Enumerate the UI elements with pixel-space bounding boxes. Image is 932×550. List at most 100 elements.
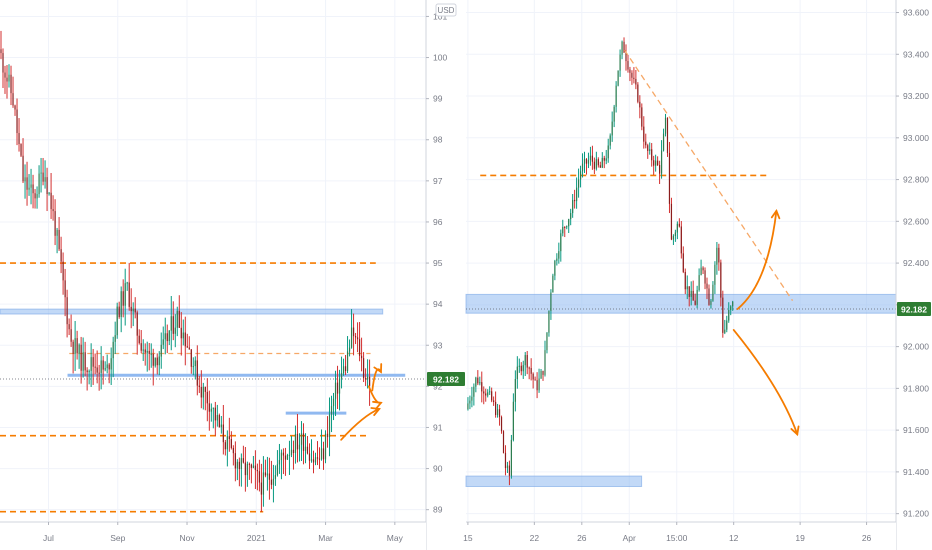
left-projection-arrowhead-0	[373, 363, 383, 374]
left-candle-body	[154, 357, 156, 366]
right-candle-body	[528, 367, 530, 369]
right-candle-body	[475, 377, 477, 387]
left-candle-body	[238, 461, 240, 470]
left-candle-body	[106, 364, 108, 369]
left-candle-body	[218, 415, 220, 428]
left-plot-background	[0, 0, 426, 522]
right-candle-body	[726, 320, 728, 330]
left-candle-body	[164, 333, 166, 340]
left-candle-body	[310, 459, 313, 461]
left-candle-body	[104, 368, 106, 370]
left-candle-body	[96, 367, 98, 373]
left-candle-body	[294, 433, 297, 453]
right-candle-body	[611, 121, 613, 136]
left-candle-body	[88, 370, 90, 373]
right-candle-body	[637, 84, 639, 102]
left-candle-body	[264, 472, 267, 476]
right-candle-body	[550, 292, 552, 312]
right-candle-body	[593, 161, 595, 169]
right-candle-body	[670, 203, 673, 240]
right-candle-body	[633, 77, 635, 80]
left-candle-body	[186, 346, 188, 348]
left-candle-body	[364, 378, 367, 380]
left-last-price-badge	[427, 371, 465, 386]
right-candle-body	[653, 160, 655, 166]
left-candle-body	[194, 360, 196, 367]
left-projection-arrows	[340, 363, 383, 441]
left-candle-body	[306, 446, 309, 454]
left-candle-body	[256, 469, 259, 472]
left-candle-body	[346, 351, 349, 372]
left-candle-body	[112, 341, 114, 359]
right-candle-body	[577, 179, 580, 188]
left-candle-body	[196, 360, 198, 386]
left-candle-body	[162, 339, 164, 345]
right-price-axis[interactable]: 91.20091.40091.60091.80092.00092.20092.4…	[895, 0, 932, 550]
left-candle-body	[176, 310, 178, 328]
right-candle-body	[534, 379, 536, 381]
left-candle-body	[200, 386, 202, 398]
left-candle-body	[38, 173, 40, 195]
left-candle-body	[16, 109, 18, 134]
right-candle-body	[627, 61, 629, 70]
left-price-axis[interactable]: 899091929394959697989910010192.182	[425, 0, 466, 550]
right-candle-body	[546, 332, 548, 351]
right-time-tick-label: 15:00	[666, 533, 688, 543]
left-projection-curve-1	[340, 408, 381, 441]
left-candles	[0, 30, 371, 512]
right-candle-body	[469, 400, 471, 404]
right-chart-panel: 91.20091.40091.60091.80092.00092.20092.4…	[463, 0, 932, 550]
left-candle-body	[354, 336, 357, 338]
left-candle-body	[152, 353, 154, 366]
left-candle-body	[174, 327, 176, 334]
left-candle-body	[246, 463, 248, 476]
left-price-tick-label: 90	[433, 464, 443, 474]
left-candle-body	[86, 370, 88, 373]
right-candle-body	[572, 199, 574, 214]
right-candle-body	[568, 219, 570, 227]
right-candle-body	[621, 41, 623, 55]
right-candle-body	[510, 439, 512, 476]
right-candle-body	[526, 355, 528, 368]
right-candle-body	[672, 236, 675, 240]
left-candle-body	[102, 360, 104, 370]
right-candle-body	[504, 452, 507, 469]
right-candle-body	[722, 297, 724, 333]
left-candle-body	[116, 306, 118, 336]
left-candle-body	[356, 337, 359, 340]
left-candle-body	[150, 353, 152, 355]
right-candle-body	[617, 70, 619, 86]
left-candle-body	[202, 386, 204, 398]
left-time-axis[interactable]: Jul Sep Nov 2021 Mar May	[0, 521, 426, 550]
right-candle-body	[645, 141, 647, 146]
left-price-tick-label: 94	[433, 299, 443, 309]
left-candle-body	[190, 349, 192, 367]
right-candle-body	[682, 253, 684, 272]
right-horizontal-levels	[465, 174, 897, 488]
left-candle-body	[160, 344, 162, 357]
left-candle-body	[214, 407, 216, 421]
left-candle-body	[90, 357, 92, 371]
left-candle-body	[48, 192, 50, 195]
right-time-axis[interactable]: 15 22 26 Apr 15:00 12 19 26	[463, 521, 896, 550]
right-candle-body	[595, 159, 597, 169]
right-candle-body	[657, 160, 659, 166]
left-price-tick-label: 97	[433, 176, 443, 186]
left-candle-body	[206, 391, 208, 404]
right-candle-body	[643, 126, 645, 142]
left-candle-body	[230, 438, 232, 448]
right-price-tick-label: 93.200	[903, 91, 929, 101]
left-price-tick-label: 91	[433, 422, 443, 432]
right-candle-body	[674, 232, 676, 237]
right-candle-body	[660, 150, 663, 174]
right-candle-body	[607, 145, 609, 159]
right-price-tick-label: 92.600	[903, 216, 929, 226]
left-candle-body	[18, 133, 20, 145]
left-candle-body	[110, 358, 112, 370]
left-candle-body	[268, 473, 271, 480]
left-price-tick-label: 92	[433, 381, 443, 391]
left-candle-body	[122, 291, 124, 306]
left-candle-body	[210, 408, 212, 412]
right-candle-body	[730, 306, 732, 311]
